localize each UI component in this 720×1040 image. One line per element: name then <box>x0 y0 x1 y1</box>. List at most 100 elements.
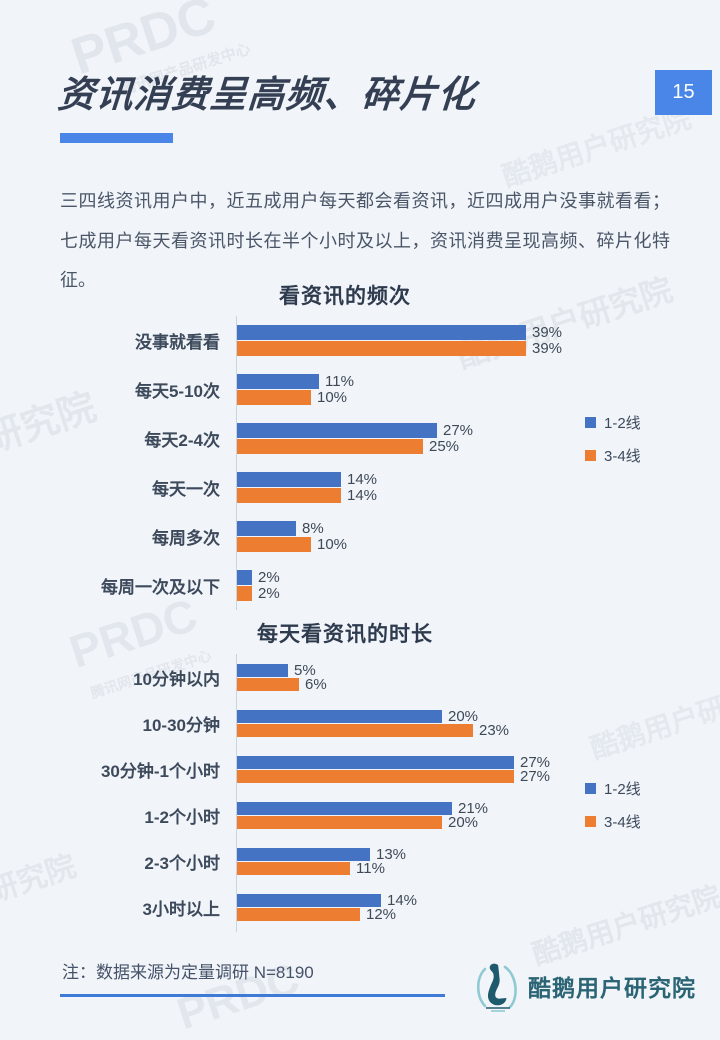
bar-group: 2% 2% <box>237 570 280 602</box>
category-label: 10-30分钟 <box>142 715 220 735</box>
category-label: 10分钟以内 <box>133 669 220 689</box>
footer-note: 注：数据来源为定量调研 N=8190 <box>62 963 314 982</box>
chart-news-frequency: 看资讯的频次 没事就看看 39% 39% 每天5-10次 11% 10% 每天2-4次 27%… <box>0 280 720 615</box>
legend-label: 3-4线 <box>604 814 641 831</box>
value-label: 13% <box>376 845 407 863</box>
bar-3-4线 <box>237 586 252 601</box>
legend-swatch <box>585 417 596 428</box>
chart-row: 10-30分钟 20% 23% <box>0 700 720 746</box>
bar-3-4线 <box>237 723 473 737</box>
legend-swatch <box>585 816 596 827</box>
category-label: 2-3个小时 <box>144 853 220 873</box>
bar-3-4线 <box>237 390 311 405</box>
bar-3-4线 <box>237 861 350 875</box>
chart-row: 1-2个小时 21% 20% <box>0 792 720 838</box>
bar-group: 11% 10% <box>237 374 354 406</box>
value-label: 14% <box>347 471 378 488</box>
page-number-badge: 15 <box>655 70 712 115</box>
chart-rows: 10分钟以内 5% 6% 10-30分钟 20% 23% 30分钟-1个小时 27% 27% 1-… <box>0 654 720 932</box>
category-label: 3小时以上 <box>142 899 220 919</box>
value-label: 10% <box>317 536 348 553</box>
chart-row: 没事就看看 39% 39% <box>0 316 720 365</box>
category-label: 每天一次 <box>152 480 220 499</box>
bar-group: 27% 25% <box>237 423 473 455</box>
bar-group: 14% 14% <box>237 472 377 504</box>
legend-item: 3-4线 <box>585 445 641 466</box>
value-label: 2% <box>258 569 280 586</box>
bar-group: 20% 23% <box>237 707 510 739</box>
category-label: 每周一次及以下 <box>101 578 220 597</box>
title-underline <box>60 133 173 143</box>
chart-row: 每周多次 8% 10% <box>0 512 720 561</box>
bar-3-4线 <box>237 677 299 691</box>
bar-1-2线 <box>237 847 370 861</box>
bar-group: 5% 6% <box>237 663 327 693</box>
intro-text: 三四线资讯用户中，近五成用户每天都会看资讯，近四成用户没事就看看；七成用户每天看… <box>60 191 670 291</box>
chart-row: 每天5-10次 11% 10% <box>0 365 720 414</box>
bar-1-2线 <box>237 570 252 585</box>
value-label: 2% <box>258 585 280 602</box>
chart-daily-duration: 每天看资讯的时长 10分钟以内 5% 6% 10-30分钟 20% 23% 30分钟-1个小… <box>0 618 720 936</box>
footer-divider <box>60 994 445 997</box>
bar-3-4线 <box>237 769 514 783</box>
bar-group: 14% 12% <box>237 891 418 922</box>
legend-label: 3-4线 <box>604 448 641 465</box>
chart-row: 10分钟以内 5% 6% <box>0 654 720 700</box>
value-label: 23% <box>479 721 510 739</box>
category-label: 没事就看看 <box>135 333 220 352</box>
bar-1-2线 <box>237 423 437 438</box>
value-label: 20% <box>448 813 479 831</box>
bar-1-2线 <box>237 893 381 907</box>
value-label: 20% <box>448 707 479 725</box>
value-label: 27% <box>520 753 551 771</box>
bar-3-4线 <box>237 907 360 921</box>
bar-1-2线 <box>237 374 319 389</box>
goose-logo-icon <box>476 963 517 1012</box>
chart-row: 2-3个小时 13% 11% <box>0 838 720 884</box>
value-label: 14% <box>347 487 378 504</box>
legend-item: 1-2线 <box>585 412 641 433</box>
category-label: 30分钟-1个小时 <box>100 761 220 781</box>
category-label: 1-2个小时 <box>144 807 220 827</box>
value-label: 14% <box>387 891 418 909</box>
bar-1-2线 <box>237 472 341 487</box>
chart-row: 每天2-4次 27% 25% <box>0 414 720 463</box>
bar-1-2线 <box>237 755 514 769</box>
chart-row: 每天一次 14% 14% <box>0 463 720 512</box>
value-label: 27% <box>520 767 551 785</box>
axis-line <box>236 654 237 932</box>
legend-item: 1-2线 <box>585 778 641 799</box>
chart-title: 每天看资讯的时长 <box>257 623 433 646</box>
category-label: 每周多次 <box>152 529 220 548</box>
bar-1-2线 <box>237 325 526 340</box>
chart-legend: 1-2线 3-4线 <box>585 778 641 832</box>
legend-swatch <box>585 450 596 461</box>
chart-title: 看资讯的频次 <box>279 285 411 308</box>
brand-logo: 酷鹅用户研究院 <box>472 960 696 1012</box>
value-label: 8% <box>302 520 324 537</box>
chart-rows: 没事就看看 39% 39% 每天5-10次 11% 10% 每天2-4次 27% 25% 每天一次… <box>0 316 720 610</box>
value-label: 27% <box>443 422 474 439</box>
legend-label: 1-2线 <box>604 781 641 798</box>
chart-row: 30分钟-1个小时 27% 27% <box>0 746 720 792</box>
value-label: 11% <box>325 373 354 390</box>
bar-group: 8% 10% <box>237 521 347 553</box>
value-label: 11% <box>356 859 385 877</box>
legend-item: 3-4线 <box>585 811 641 832</box>
value-label: 10% <box>317 389 348 406</box>
bar-group: 21% 20% <box>237 799 489 831</box>
value-label: 39% <box>532 340 563 357</box>
bar-3-4线 <box>237 537 311 552</box>
value-label: 21% <box>458 799 489 817</box>
bar-3-4线 <box>237 341 526 356</box>
bar-1-2线 <box>237 801 452 815</box>
value-label: 6% <box>305 675 327 693</box>
legend-swatch <box>585 783 596 794</box>
value-label: 25% <box>429 438 460 455</box>
bar-group: 39% 39% <box>237 325 562 357</box>
chart-row: 3小时以上 14% 12% <box>0 884 720 930</box>
category-label: 每天5-10次 <box>134 382 220 401</box>
bar-3-4线 <box>237 488 341 503</box>
legend-label: 1-2线 <box>604 415 641 432</box>
